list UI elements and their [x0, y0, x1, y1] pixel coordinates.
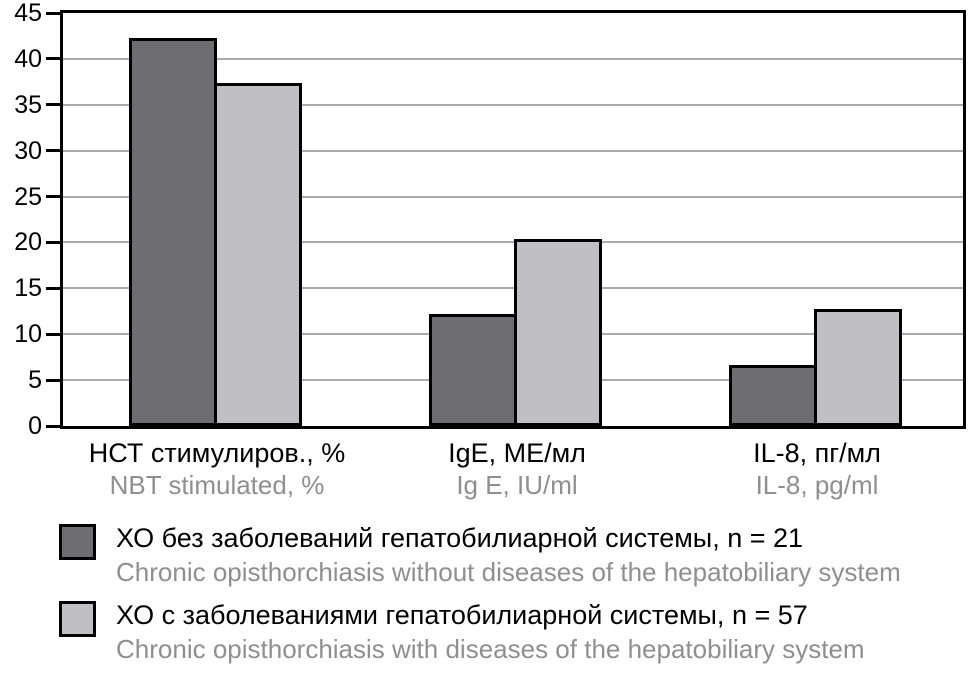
- category-label-nbt: НСТ стимулиров., % NBT stimulated, %: [57, 437, 377, 501]
- gridline-40: [63, 57, 963, 60]
- category-label-ru: IL-8, пг/мл: [753, 438, 881, 468]
- gridline-20: [63, 241, 963, 244]
- y-axis-label-0: 0: [28, 412, 42, 440]
- category-label-en: NBT stimulated, %: [109, 470, 325, 500]
- y-axis-tick-40: [46, 57, 61, 61]
- plot-area: [60, 10, 966, 429]
- category-label-il8: IL-8, пг/мл IL-8, pg/ml: [657, 437, 970, 501]
- bar-with-diseases-group1: [214, 83, 302, 426]
- category-label-en: IL-8, pg/ml: [755, 470, 879, 500]
- category-label-en: Ig E, IU/ml: [456, 470, 578, 500]
- y-axis-label-20: 20: [14, 228, 42, 257]
- bar-without-diseases-group2: [429, 313, 517, 426]
- legend-text: ХО с заболеваниями гепатобилиарной систе…: [116, 598, 865, 666]
- y-axis-tick-10: [46, 332, 61, 336]
- gridline-30: [63, 149, 963, 152]
- y-axis-label-35: 35: [14, 90, 42, 119]
- category-label-ru: IgE, МЕ/мл: [448, 438, 586, 468]
- legend-text: ХО без заболеваний гепатобилиарной систе…: [116, 521, 901, 589]
- legend-label-ru: ХО с заболеваниями гепатобилиарной систе…: [116, 600, 808, 630]
- y-axis-tick-25: [46, 195, 61, 199]
- y-axis-tick-0: [46, 424, 61, 428]
- y-axis-tick-35: [46, 103, 61, 107]
- legend-swatch-dark: [59, 524, 96, 560]
- legend-label-ru: ХО без заболеваний гепатобилиарной систе…: [116, 523, 804, 553]
- y-axis-tick-30: [46, 149, 61, 153]
- y-axis-tick-5: [46, 378, 61, 382]
- y-axis-label-45: 45: [14, 0, 42, 27]
- legend-item-without-diseases: ХО без заболеваний гепатобилиарной систе…: [59, 521, 901, 589]
- y-axis-label-40: 40: [14, 44, 42, 73]
- category-label-ru: НСТ стимулиров., %: [88, 438, 346, 468]
- bar-without-diseases-group1: [129, 38, 217, 426]
- bar-without-diseases-group3: [729, 365, 817, 426]
- legend-label-en: Chronic opisthorchiasis with diseases of…: [116, 634, 865, 664]
- y-axis-label-5: 5: [28, 366, 42, 395]
- y-axis-label-25: 25: [14, 182, 42, 211]
- y-axis-tick-15: [46, 286, 61, 290]
- category-label-ige: IgE, МЕ/мл Ig E, IU/ml: [357, 437, 677, 501]
- y-axis-label-15: 15: [14, 274, 42, 303]
- bar-with-diseases-group2: [514, 239, 602, 426]
- y-axis-tick-20: [46, 240, 61, 244]
- y-axis-tick-45: [46, 11, 61, 15]
- y-axis-label-30: 30: [14, 136, 42, 165]
- gridline-15: [63, 287, 963, 290]
- y-axis-label-10: 10: [14, 320, 42, 349]
- gridline-35: [63, 103, 963, 106]
- gridline-25: [63, 195, 963, 198]
- legend-swatch-light: [59, 601, 96, 637]
- legend-label-en: Chronic opisthorchiasis without diseases…: [116, 557, 901, 587]
- legend-item-with-diseases: ХО с заболеваниями гепатобилиарной систе…: [59, 598, 865, 666]
- bar-with-diseases-group3: [814, 309, 902, 426]
